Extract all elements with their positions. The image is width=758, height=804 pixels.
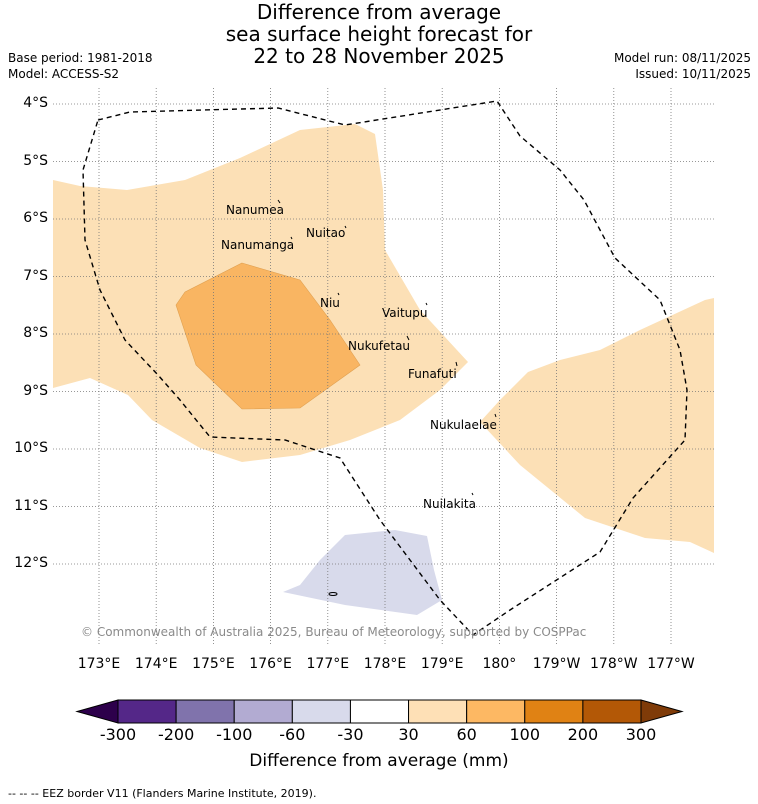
- model-text: Model: ACCESS-S2: [8, 67, 120, 81]
- colorbar-tick-label: -300: [99, 725, 137, 744]
- lat-label: 6°S: [23, 210, 48, 226]
- map-title-line3: 22 to 28 November 2025: [253, 44, 505, 68]
- colorbar-over-triangle: [640, 699, 684, 724]
- place-vaitupu: Vaitupu: [382, 306, 428, 320]
- eez-legend-note: -- -- -- EEZ border V11 (Flanders Marine…: [8, 787, 317, 800]
- lon-label: 179°W: [532, 656, 581, 672]
- lon-label: 174°E: [134, 656, 178, 672]
- colorbar-label: Difference from average (mm): [249, 751, 509, 771]
- copyright-notice: © Commonwealth of Australia 2025, Bureau…: [81, 625, 587, 639]
- island-markers: [277, 199, 497, 496]
- lon-label: 175°E: [192, 656, 235, 672]
- colorbar-segment: [175, 699, 235, 724]
- colorbar-tick-label: -100: [216, 725, 253, 744]
- colorbar-tick-label: 30: [398, 725, 419, 744]
- colorbar-tick-label: 200: [567, 725, 599, 744]
- place-niu: Niu: [320, 296, 340, 310]
- issued-text: Issued: 10/11/2025: [635, 67, 751, 81]
- colorbar-segment: [291, 699, 351, 724]
- lat-label: 11°S: [14, 497, 48, 514]
- place-nuitao: Nuitao: [306, 226, 346, 240]
- anomaly-region-neg-30-60: [283, 530, 442, 615]
- place-nukufetau: Nukufetau: [348, 339, 411, 353]
- colorbar-segment: [233, 699, 293, 724]
- map-title-line2: sea surface height forecast for: [225, 22, 533, 46]
- graticule: [53, 88, 714, 645]
- lat-label: 8°S: [23, 325, 48, 341]
- colorbar-segment: [349, 699, 410, 724]
- place-nanumanga: Nanumanga: [221, 238, 295, 252]
- colorbar: [75, 699, 684, 724]
- lon-label: 173°E: [77, 656, 121, 672]
- lon-label: 178°E: [363, 656, 407, 672]
- colorbar-under-triangle: [75, 699, 119, 724]
- place-nuilakita: Nuilakita: [423, 497, 476, 511]
- lon-label: 180°: [482, 656, 517, 672]
- colorbar-segment: [408, 699, 468, 724]
- lat-label: 9°S: [23, 382, 48, 399]
- lat-label: 7°S: [23, 267, 48, 284]
- colorbar-segment: [524, 699, 584, 724]
- eez-border: [82, 100, 688, 636]
- place-funafuti: Funafuti: [408, 367, 457, 381]
- place-nanumea: Nanumea: [226, 203, 284, 217]
- lon-label: 178°W: [590, 656, 638, 672]
- model-run-text: Model run: 08/11/2025: [613, 51, 751, 65]
- lat-label: 4°S: [23, 95, 48, 111]
- anomaly-region-30-60-east: [480, 298, 714, 553]
- lat-label: 5°S: [23, 152, 48, 169]
- map-title-line1: Difference from average: [256, 0, 502, 24]
- anomaly-region-60-100: [175, 262, 361, 410]
- lon-label: 176°E: [249, 656, 292, 672]
- colorbar-tick-label: -60: [279, 725, 306, 744]
- colorbar-segment: [117, 699, 177, 724]
- place-nukulaelae: Nukulaelae: [430, 418, 497, 432]
- colorbar-tick-label: 60: [456, 725, 477, 744]
- colorbar-tick-label: -200: [157, 725, 195, 744]
- colorbar-segment: [466, 699, 526, 724]
- lat-label: 10°S: [14, 440, 48, 456]
- islet-marker: [328, 592, 338, 596]
- base-period-text: Base period: 1981-2018: [8, 51, 153, 65]
- colorbar-segment: [582, 699, 642, 724]
- colorbar-tick-label: -30: [337, 725, 364, 744]
- colorbar-tick-label: 100: [509, 725, 541, 744]
- lon-label: 177°W: [647, 656, 695, 672]
- lon-label: 177°E: [306, 656, 350, 672]
- lon-label: 179°E: [420, 656, 464, 672]
- colorbar-tick-label: 300: [625, 725, 657, 744]
- lat-label: 12°S: [14, 555, 48, 571]
